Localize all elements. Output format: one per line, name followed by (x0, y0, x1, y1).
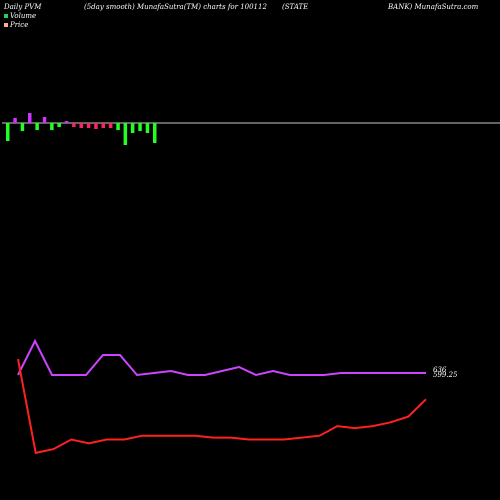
volume-bar (123, 123, 128, 145)
volume-bar (6, 123, 10, 141)
volume-bar (13, 118, 17, 123)
legend-price-label: Price (10, 21, 29, 29)
volume-bar (145, 123, 150, 133)
legend-price-swatch (4, 23, 8, 27)
volume-bar (153, 123, 157, 143)
header-center: (5day smooth) MunafaSutra(TM) charts for… (84, 3, 267, 11)
header-right-2: BANK) MunafaSutra.com (388, 3, 479, 11)
volume-bar (42, 117, 47, 123)
volume-bar (50, 123, 54, 130)
volume-bar (116, 123, 120, 130)
volume-bar (94, 123, 98, 129)
legend-price: Price (4, 21, 28, 29)
volume-bar (20, 123, 25, 131)
volume-bar (138, 123, 142, 131)
volume-bar (101, 123, 105, 128)
volume-bar (57, 123, 61, 127)
volume-bar (130, 123, 135, 133)
volume-bar (64, 121, 69, 123)
volume-bar (72, 123, 76, 127)
legend-volume-swatch (4, 14, 8, 18)
legend-volume: Volume (4, 12, 36, 20)
price-end-label: 636 (433, 366, 447, 374)
pvm-series-line (17, 358, 427, 455)
volume-bar (79, 123, 83, 128)
price-series-line (17, 338, 426, 377)
legend-volume-label: Volume (10, 12, 37, 20)
volume-bar (28, 113, 32, 123)
header-left: Daily PVM (4, 3, 42, 11)
volume-bar (108, 123, 113, 128)
volume-bar (35, 123, 39, 130)
header-right-1: (STATE (282, 3, 309, 11)
pvm-end-label: 599.25 (433, 371, 458, 379)
volume-bar (86, 123, 91, 128)
